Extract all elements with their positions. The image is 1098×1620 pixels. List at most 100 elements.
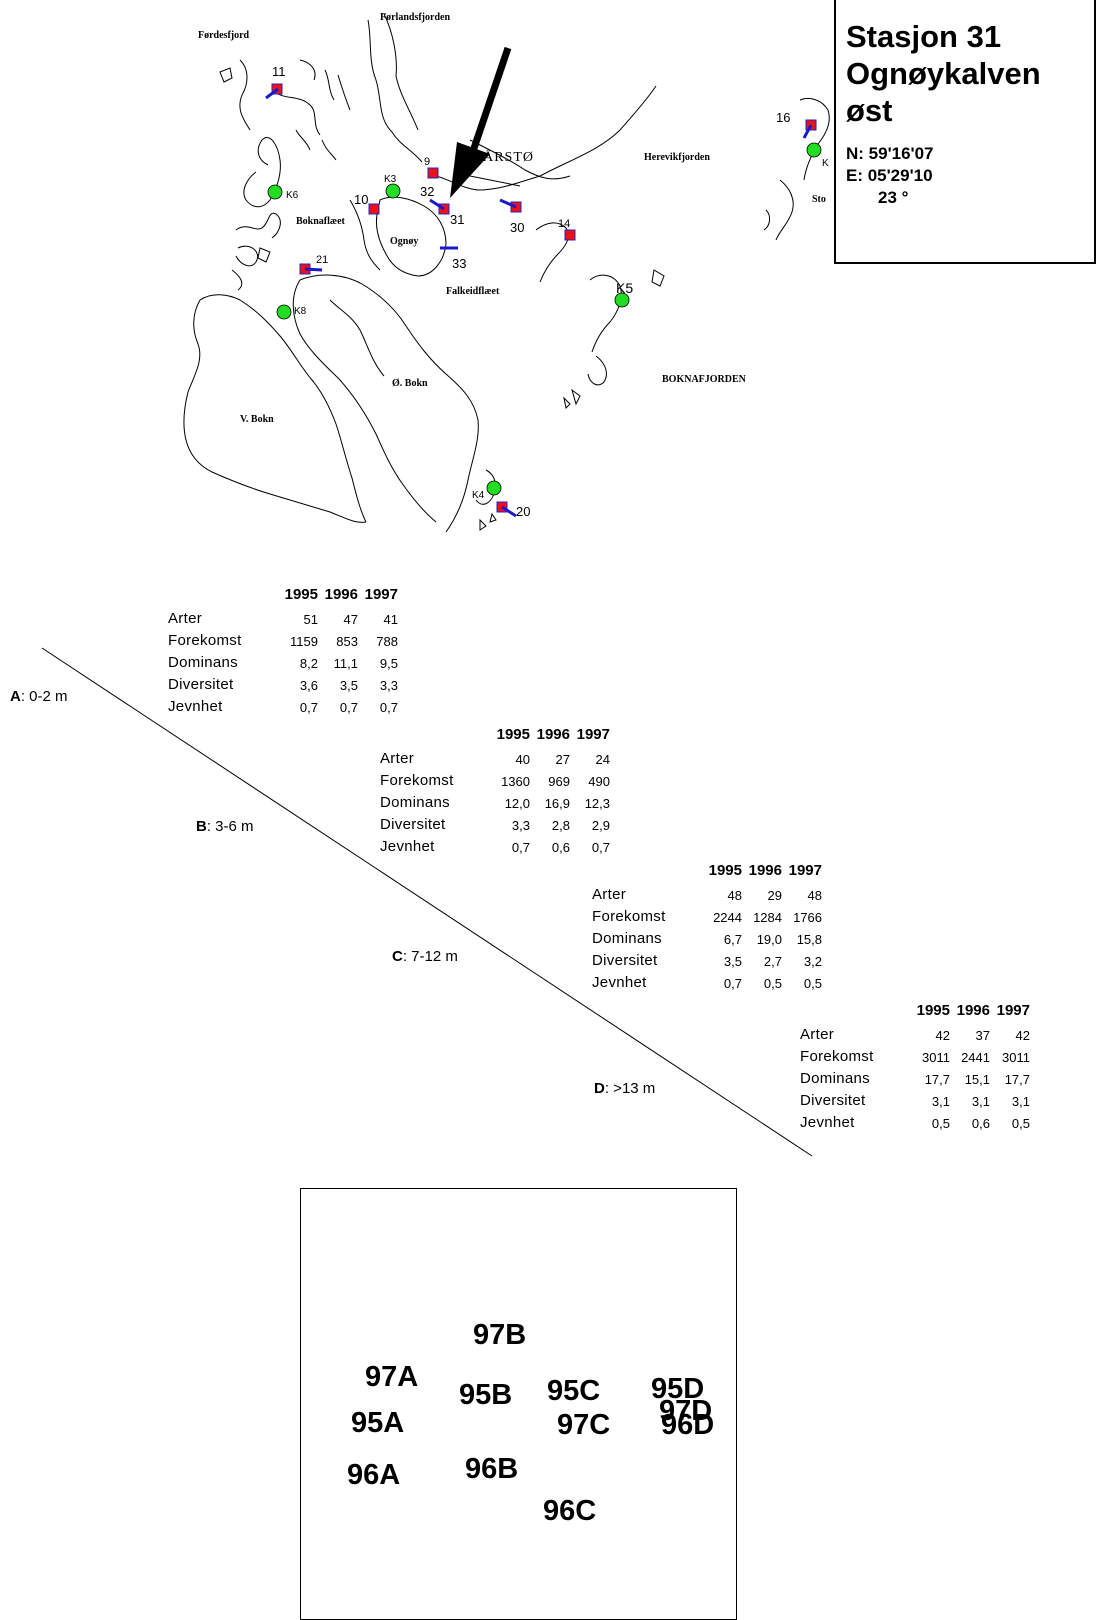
table-cell: 2,8 (551, 818, 570, 833)
metric-label: Arter (592, 886, 627, 903)
station-label-11: 11 (272, 64, 286, 79)
year-header: 1995 (916, 1002, 950, 1019)
plot-label-96d: 96D (661, 1409, 715, 1441)
station-arrow (450, 46, 512, 198)
station-map: Førdesfjord Førlandsfjorden KÅRSTØ Herev… (0, 0, 1098, 545)
table-cell: 1284 (753, 910, 782, 925)
table-cell: 0,7 (379, 700, 398, 715)
table-cell: 3,1 (971, 1094, 990, 1109)
station-info-box: Stasjon 31 Ognøykalven øst N: 59'16'07 E… (834, 0, 1096, 264)
plot-label-95a: 95A (351, 1407, 405, 1439)
plot-label-97b: 97B (473, 1319, 527, 1351)
year-header: 1996 (956, 1002, 990, 1019)
table-cell: 9,5 (379, 656, 398, 671)
station-label-31: 31 (450, 212, 465, 227)
station-label-21: 21 (316, 254, 329, 266)
table-cell: 40 (515, 752, 530, 767)
table-cell: 3011 (922, 1050, 950, 1065)
metric-label: Jevnhet (380, 838, 435, 855)
table-cell: 8,2 (299, 656, 318, 671)
zone-label-d: D: >13 m (594, 1080, 656, 1097)
station-name: Ognøykalven (846, 56, 1041, 91)
metric-label: Diversitet (380, 816, 446, 833)
station-title: Stasjon 31 (846, 19, 1002, 54)
table-cell: 1360 (501, 774, 530, 789)
table-cell: 3,1 (931, 1094, 950, 1109)
table-cell: 0,7 (511, 840, 530, 855)
kpoint-label-k6: K6 (286, 190, 299, 201)
table-cell: 0,5 (931, 1116, 950, 1131)
metric-label: Arter (800, 1026, 835, 1043)
metric-label: Jevnhet (168, 698, 223, 715)
station-label-32: 32 (420, 184, 435, 199)
table-cell: 0,5 (763, 976, 782, 991)
table-cell: 969 (548, 774, 570, 789)
table-cell: 0,5 (1011, 1116, 1030, 1131)
station-label-20: 20 (516, 504, 531, 519)
table-cell: 0,6 (971, 1116, 990, 1131)
table-cell: 3011 (1002, 1050, 1030, 1065)
table-cell: 3,6 (299, 678, 318, 693)
metric-label: Diversitet (168, 676, 234, 693)
table-cell: 0,7 (591, 840, 610, 855)
station-subtitle: øst (846, 93, 893, 128)
zone-table-a: 1995 1996 1997 Arter 51 47 41 Forekomst 1159 853 7… (168, 586, 408, 726)
plot-label-95b: 95B (459, 1379, 513, 1411)
table-cell: 853 (336, 634, 358, 649)
place-sto: Sto (812, 194, 826, 205)
table-cell: 27 (555, 752, 570, 767)
place-boknafjorden: BOKNAFJORDEN (662, 374, 746, 385)
table-cell: 1159 (290, 634, 318, 649)
place-karsto: KÅRSTØ (472, 150, 535, 165)
ordination-plot: 97B 97A 95B 95C 95D 95A 97C 97D 96D 96A … (300, 1188, 737, 1620)
metric-label: Jevnhet (800, 1114, 855, 1131)
table-cell: 12,3 (584, 796, 610, 811)
metric-label: Forekomst (168, 632, 242, 649)
zone-label-c: C: 7-12 m (392, 948, 458, 965)
table-cell: 3,5 (339, 678, 358, 693)
plot-label-96a: 96A (347, 1459, 401, 1491)
kpoint-label-k5: K5 (616, 280, 634, 296)
table-cell: 47 (343, 612, 358, 627)
table-cell: 2244 (713, 910, 742, 925)
table-cell: 24 (595, 752, 610, 767)
kpoint-label-k: K (822, 158, 829, 169)
metric-label: Dominans (380, 794, 450, 811)
table-cell: 51 (303, 612, 318, 627)
station-label-14: 14 (558, 218, 571, 230)
plot-label-96b: 96B (465, 1453, 519, 1485)
table-cell: 0,7 (339, 700, 358, 715)
place-herevikfjorden: Herevikfjorden (644, 152, 710, 163)
plot-label-95d: 95D (651, 1373, 705, 1405)
plot-label-97c: 97C (557, 1409, 611, 1441)
metric-label: Jevnhet (592, 974, 647, 991)
table-cell: 15,1 (964, 1072, 990, 1087)
year-header: 1996 (324, 586, 358, 603)
table-cell: 490 (588, 774, 610, 789)
table-cell: 19,0 (756, 932, 782, 947)
place-boknaflaet: Boknaflæet (296, 216, 345, 227)
metric-label: Dominans (168, 654, 238, 671)
zone-label-a: A: 0-2 m (10, 688, 68, 705)
metric-label: Diversitet (592, 952, 658, 969)
table-cell: 42 (1015, 1028, 1030, 1043)
metric-label: Forekomst (800, 1048, 874, 1065)
kpoint-label-k8: K8 (294, 306, 307, 317)
plot-label-96c: 96C (543, 1495, 597, 1527)
zone-table-c: 1995 1996 1997 Arter 48 29 48 Forekomst 2244 1284… (592, 862, 832, 1002)
table-cell: 0,7 (299, 700, 318, 715)
table-cell: 0,6 (551, 840, 570, 855)
table-cell: 3,1 (1011, 1094, 1030, 1109)
table-cell: 1766 (793, 910, 822, 925)
table-cell: 16,9 (544, 796, 570, 811)
table-cell: 17,7 (924, 1072, 950, 1087)
table-cell: 42 (935, 1028, 950, 1043)
table-cell: 11,1 (333, 656, 358, 671)
table-cell: 6,7 (723, 932, 742, 947)
table-cell: 29 (767, 888, 782, 903)
table-cell: 3,5 (723, 954, 742, 969)
table-cell: 37 (975, 1028, 990, 1043)
table-cell: 12,0 (504, 796, 530, 811)
year-header: 1996 (748, 862, 782, 879)
